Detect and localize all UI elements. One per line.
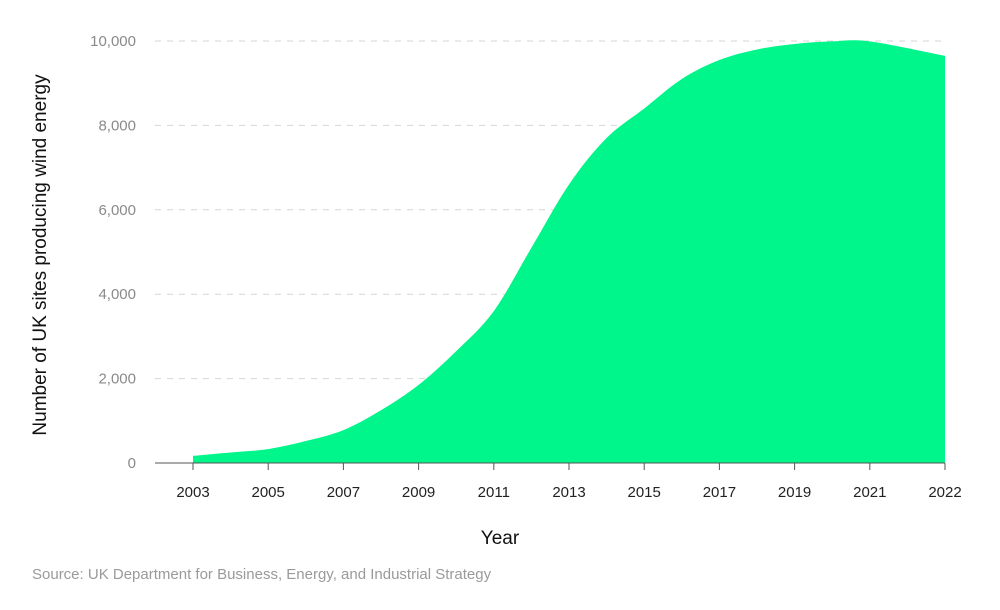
y-tick-label: 10,000 (90, 33, 136, 50)
x-axis-label: Year (481, 528, 520, 549)
x-tick-label: 2019 (778, 484, 811, 501)
x-tick-label: 2005 (252, 484, 285, 501)
x-tick-label: 2022 (928, 484, 961, 501)
x-tick-label: 2011 (478, 484, 510, 501)
x-tick-label: 2015 (628, 484, 661, 501)
y-tick-label: 2,000 (98, 371, 136, 388)
source-note: Source: UK Department for Business, Ener… (32, 566, 492, 583)
x-tick-label: 2021 (853, 484, 886, 501)
y-tick-label: 8,000 (98, 117, 136, 134)
y-tick-label: 6,000 (98, 202, 136, 219)
y-axis-label: Number of UK sites producing wind energy (30, 74, 51, 436)
x-tick-label: 2017 (703, 484, 736, 501)
y-tick-label: 0 (128, 455, 136, 472)
x-tick-label: 2007 (327, 484, 360, 501)
x-tick-label: 2003 (176, 484, 209, 501)
x-tick-label: 2013 (552, 484, 585, 501)
area-series (193, 40, 945, 464)
x-tick-label: 2009 (402, 484, 435, 501)
y-tick-label: 4,000 (98, 286, 136, 303)
